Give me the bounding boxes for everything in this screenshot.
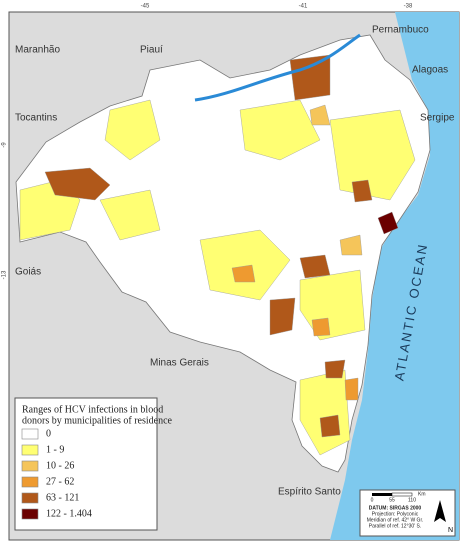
municipality xyxy=(99,189,161,241)
legend-swatch xyxy=(21,508,39,520)
legend-swatch xyxy=(21,460,39,472)
municipality xyxy=(329,109,416,201)
region-label: Pernambuco xyxy=(372,25,429,36)
municipality xyxy=(104,99,161,161)
legend-swatch xyxy=(21,492,39,504)
municipality xyxy=(199,229,291,301)
municipality xyxy=(339,234,363,256)
legend-swatch xyxy=(21,428,39,440)
north-label: N xyxy=(448,527,453,534)
scale-label: 55 xyxy=(389,497,395,503)
datum-text: Meridian of ref. 42° W Gr. xyxy=(367,517,423,523)
legend-box xyxy=(14,397,158,531)
north-arrow xyxy=(434,500,446,522)
legend-title: Ranges of HCV infections in blood xyxy=(22,404,163,415)
grid-label: -13 xyxy=(2,270,8,279)
legend-label: 122 - 1.404 xyxy=(46,508,92,519)
scale-label: Km xyxy=(418,491,426,497)
datum-text: Parallel of ref. 12°30' S. xyxy=(369,523,421,529)
grid-label: -45 xyxy=(141,4,150,10)
region-label: Alagoas xyxy=(412,65,448,76)
region-label: Goiás xyxy=(15,267,41,278)
legend-label: 63 - 121 xyxy=(46,492,79,503)
scale-label: 0 xyxy=(371,497,374,503)
municipality xyxy=(319,414,341,438)
region-label: Minas Gerais xyxy=(150,358,209,369)
municipality xyxy=(239,99,321,161)
region-label: Sergipe xyxy=(420,113,455,124)
municipality xyxy=(324,359,346,379)
grid-label: -41 xyxy=(299,4,308,10)
legend-label: 1 - 9 xyxy=(46,444,64,455)
legend-swatch xyxy=(21,476,39,488)
municipality xyxy=(309,104,331,126)
municipality xyxy=(299,254,331,279)
municipality xyxy=(231,264,256,283)
datum-text: DATUM: SIRGAS 2000 xyxy=(369,505,422,511)
municipality xyxy=(311,317,331,337)
legend-title: donors by municipalities of residence xyxy=(22,415,173,426)
legend-label: 10 - 26 xyxy=(46,460,74,471)
grid-label: -9 xyxy=(2,142,8,148)
municipality xyxy=(269,297,296,336)
grid-label: -38 xyxy=(404,4,413,10)
region-label: Maranhão xyxy=(15,45,60,56)
ocean-area xyxy=(330,12,459,540)
region-label: Espírito Santo xyxy=(278,487,341,498)
scale-bar xyxy=(372,493,392,496)
scale-label: 110 xyxy=(408,497,416,503)
region-label: Tocantins xyxy=(15,113,57,124)
legend-label: 0 xyxy=(46,428,51,439)
municipality xyxy=(344,377,359,401)
legend-label: 27 - 62 xyxy=(46,476,74,487)
region-label: Piauí xyxy=(140,45,163,56)
municipality xyxy=(289,54,331,101)
municipality xyxy=(377,211,399,235)
legend-swatch xyxy=(21,444,39,456)
river xyxy=(194,33,361,102)
municipality xyxy=(44,167,111,201)
datum-text: Projection: Polyconic xyxy=(372,511,419,517)
scale-bar xyxy=(391,492,413,497)
municipality xyxy=(351,179,373,203)
